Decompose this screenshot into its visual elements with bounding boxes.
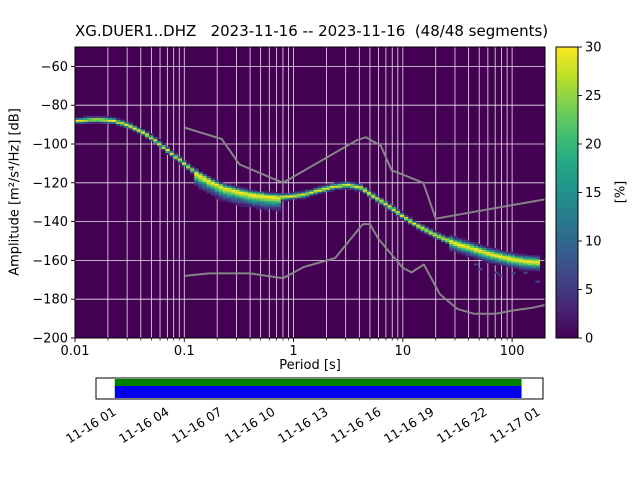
ppsd-histogram <box>75 115 540 283</box>
colorbar-tick-label: 0 <box>585 332 593 347</box>
y-tick-label: −100 <box>32 138 68 153</box>
y-tick-label: −80 <box>41 99 68 114</box>
x-tick-label: 0.1 <box>174 344 195 359</box>
axis-ticks <box>71 65 513 342</box>
timeline-tick-label: 11-16 22 <box>434 404 490 447</box>
timeline-tick-label: 11-16 19 <box>381 404 437 447</box>
nlnm-line <box>184 223 545 315</box>
timeline-coverage-blue <box>114 386 522 398</box>
ppsd-axes <box>74 46 546 339</box>
y-axis-label: Amplitude [m²/s⁴/Hz] [dB] <box>7 108 23 276</box>
timeline-tick-label: 11-16 10 <box>222 404 278 447</box>
colorbar-tick-label: 20 <box>585 138 602 153</box>
colorbar: 0 5 10 15 20 25 30 <box>555 41 602 347</box>
colorbar-gradient <box>556 47 578 338</box>
colorbar-tick-label: 15 <box>585 186 602 201</box>
colorbar-label: [%] <box>613 180 629 204</box>
y-tick-label: −180 <box>32 293 68 308</box>
x-axis-label: Period [s] <box>279 358 341 373</box>
y-tick-label: −200 <box>32 332 68 347</box>
x-tick-label: 100 <box>500 344 525 359</box>
timeline-tick-label: 11-16 04 <box>116 404 172 447</box>
y-tick-label: −160 <box>32 254 68 269</box>
plot-title: XG.DUER1..DHZ 2023-11-16 -- 2023-11-16 (… <box>75 22 549 40</box>
timeline-tick-label: 11-16 16 <box>328 404 384 447</box>
axes-spine <box>74 46 546 339</box>
colorbar-tick-label: 5 <box>585 283 593 298</box>
axis-tick-labels: 0.01 0.1 1 10 100 −60 −80 −100 −120 −140 −160 −180 −… <box>32 60 524 359</box>
timeline-tick-label: 11-16 01 <box>63 404 119 447</box>
colorbar-tick-label: 30 <box>585 41 602 56</box>
x-tick-label: 0.01 <box>61 344 90 359</box>
timeline-tick-label: 11-17 01 <box>487 404 543 447</box>
timeline-tick-label: 11-16 13 <box>275 404 331 447</box>
y-tick-label: −60 <box>41 60 68 75</box>
noise-model-lines <box>184 126 545 315</box>
colorbar-tick-label: 10 <box>585 235 602 250</box>
nhnm-line <box>184 126 545 220</box>
y-tick-label: −140 <box>32 215 68 230</box>
timeline-coverage-green <box>114 379 522 386</box>
x-tick-label: 10 <box>395 344 412 359</box>
colorbar-tick-label: 25 <box>585 89 602 104</box>
y-tick-label: −120 <box>32 176 68 191</box>
timeline-tick-label: 11-16 07 <box>169 404 225 447</box>
x-tick-label: 1 <box>289 344 297 359</box>
